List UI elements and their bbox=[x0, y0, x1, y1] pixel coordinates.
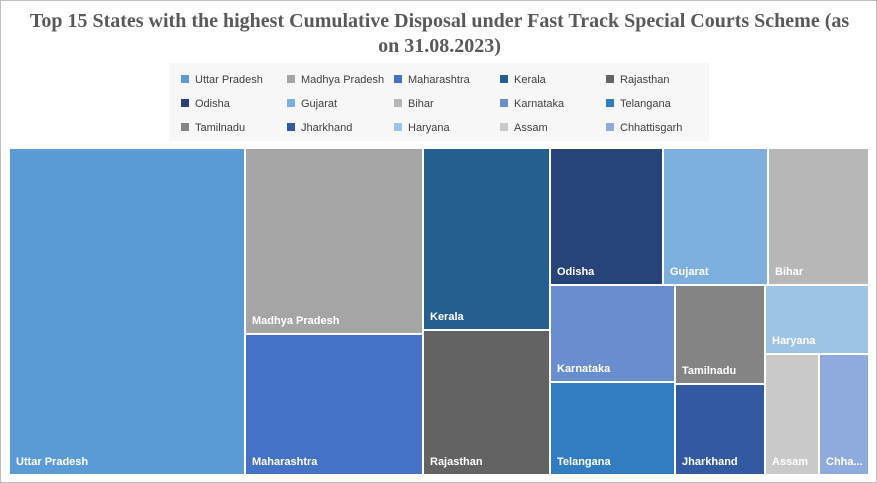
legend-label: Haryana bbox=[408, 122, 450, 134]
legend-swatch bbox=[606, 123, 614, 132]
treemap-tile-tamilnadu: Tamilnadu bbox=[676, 286, 766, 385]
legend-item-haryana: Haryana bbox=[394, 121, 450, 135]
legend-swatch bbox=[287, 99, 295, 108]
legend-item-jharkhand: Jharkhand bbox=[287, 121, 352, 135]
legend-swatch bbox=[181, 75, 189, 84]
legend-swatch bbox=[181, 99, 189, 108]
legend-label: Bihar bbox=[408, 98, 434, 110]
legend-label: Assam bbox=[514, 122, 548, 134]
treemap-tile-karnataka: Karnataka bbox=[551, 286, 676, 383]
treemap-tile-rajasthan: Rajasthan bbox=[424, 331, 551, 476]
treemap-tile-madhya-pradesh: Madhya Pradesh bbox=[246, 149, 424, 335]
treemap-tile-uttar-pradesh: Uttar Pradesh bbox=[10, 149, 246, 476]
treemap-tile-label: Assam bbox=[772, 456, 809, 468]
chart-legend: Uttar Pradesh Madhya Pradesh Maharashtra Ke… bbox=[169, 63, 709, 141]
legend-swatch bbox=[287, 75, 295, 84]
legend-label: Madhya Pradesh bbox=[301, 74, 385, 86]
treemap-tile-label: Chha... bbox=[826, 456, 863, 468]
treemap-tile-label: Bihar bbox=[775, 266, 804, 278]
legend-item-madhya-pradesh: Madhya Pradesh bbox=[287, 73, 384, 87]
legend-swatch bbox=[394, 123, 402, 132]
treemap-tile-label: Telangana bbox=[557, 456, 611, 468]
legend-swatch bbox=[500, 75, 508, 84]
legend-swatch bbox=[394, 75, 402, 84]
legend-item-rajasthan: Rajasthan bbox=[606, 73, 670, 87]
treemap-tile-assam: Assam bbox=[766, 355, 820, 476]
legend-label: Chhattisgarh bbox=[620, 122, 683, 134]
legend-swatch bbox=[500, 123, 508, 132]
legend-label: Odisha bbox=[195, 98, 230, 110]
legend-label: Uttar Pradesh bbox=[195, 74, 263, 86]
legend-swatch bbox=[181, 123, 189, 132]
legend-item-gujarat: Gujarat bbox=[287, 97, 337, 111]
legend-item-uttar-pradesh: Uttar Pradesh bbox=[181, 73, 263, 87]
treemap-tile-label: Karnataka bbox=[557, 363, 611, 375]
legend-item-odisha: Odisha bbox=[181, 97, 230, 111]
legend-item-chhattisgarh: Chhattisgarh bbox=[606, 121, 682, 135]
treemap-tile-label: Kerala bbox=[430, 311, 464, 323]
treemap-tile-label: Gujarat bbox=[670, 266, 709, 278]
treemap-tile-label: Tamilnadu bbox=[682, 365, 737, 377]
legend-swatch bbox=[287, 123, 295, 132]
legend-label: Gujarat bbox=[301, 98, 338, 110]
treemap-tile-kerala: Kerala bbox=[424, 149, 551, 331]
treemap-tile-haryana: Haryana bbox=[766, 286, 870, 355]
treemap-tile-odisha: Odisha bbox=[551, 149, 664, 286]
treemap-tile-maharashtra: Maharashtra bbox=[246, 335, 424, 476]
legend-label: Tamilnadu bbox=[195, 122, 246, 134]
legend-item-assam: Assam bbox=[500, 121, 548, 135]
legend-item-bihar: Bihar bbox=[394, 97, 434, 111]
legend-item-telangana: Telangana bbox=[606, 97, 671, 111]
treemap-tile-label: Uttar Pradesh bbox=[16, 456, 89, 468]
treemap-plot: Uttar Pradesh Madhya Pradesh Maharashtra Ke… bbox=[10, 149, 870, 476]
chart-title: Top 15 States with the highest Cumulativ… bbox=[29, 10, 850, 57]
legend-swatch bbox=[500, 99, 508, 108]
treemap-tile-label: Jharkhand bbox=[682, 456, 738, 468]
treemap-tile-gujarat: Gujarat bbox=[664, 149, 769, 286]
legend-swatch bbox=[606, 75, 614, 84]
treemap-tile-label: Maharashtra bbox=[252, 456, 318, 468]
legend-label: Rajasthan bbox=[620, 74, 670, 86]
legend-label: Karnataka bbox=[514, 98, 565, 110]
legend-swatch bbox=[394, 99, 402, 108]
treemap-tile-label: Rajasthan bbox=[430, 456, 483, 468]
treemap-tile-label: Haryana bbox=[772, 335, 816, 347]
legend-swatch bbox=[606, 99, 614, 108]
legend-label: Jharkhand bbox=[301, 122, 353, 134]
legend-item-karnataka: Karnataka bbox=[500, 97, 564, 111]
treemap-tile-telangana: Telangana bbox=[551, 383, 676, 476]
treemap-tile-bihar: Bihar bbox=[769, 149, 870, 286]
legend-item-kerala: Kerala bbox=[500, 73, 546, 87]
legend-label: Maharashtra bbox=[408, 74, 470, 86]
legend-item-tamilnadu: Tamilnadu bbox=[181, 121, 245, 135]
treemap-tile-label: Odisha bbox=[557, 266, 595, 278]
legend-item-maharashtra: Maharashtra bbox=[394, 73, 470, 87]
treemap-tile-jharkhand: Jharkhand bbox=[676, 385, 766, 476]
treemap-tile-chhattisgarh: Chha... bbox=[820, 355, 870, 476]
legend-label: Kerala bbox=[514, 74, 546, 86]
legend-label: Telangana bbox=[620, 98, 671, 110]
treemap-tile-label: Madhya Pradesh bbox=[252, 315, 340, 327]
